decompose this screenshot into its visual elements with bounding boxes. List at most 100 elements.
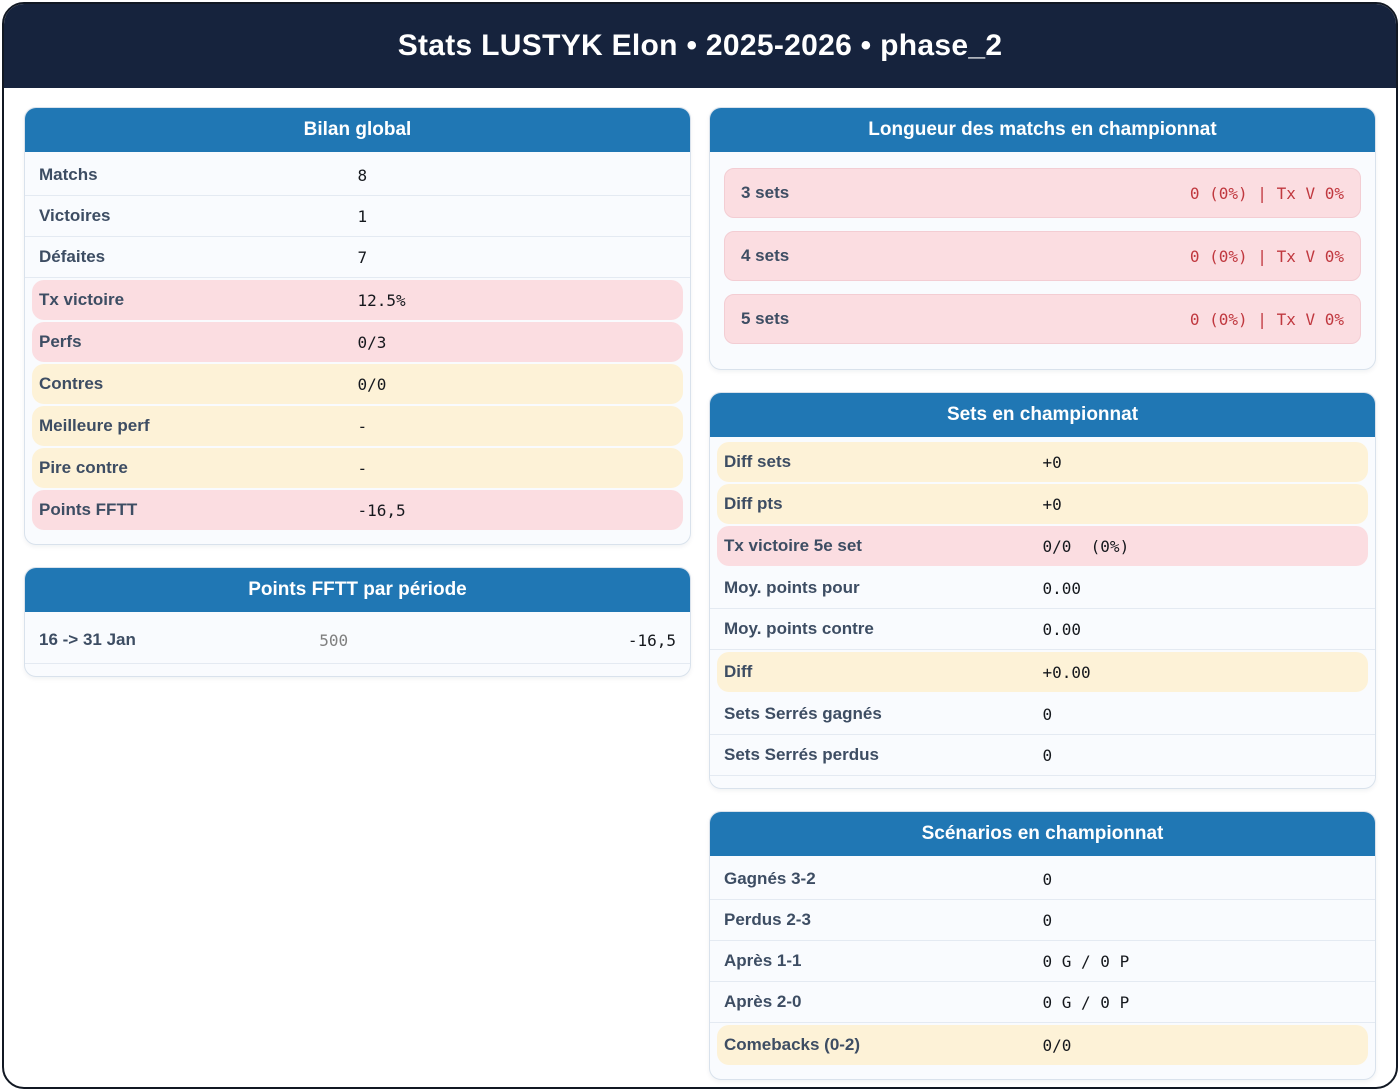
- stat-label: Meilleure perf: [39, 416, 150, 435]
- stat-row-pire-contre: Pire contre -: [32, 448, 683, 488]
- stat-row-sets-serres-gagnes: Sets Serrés gagnés 0: [710, 694, 1375, 735]
- stat-row-meilleure-perf: Meilleure perf -: [32, 406, 683, 446]
- stat-row-comebacks: Comebacks (0-2) 0/0: [717, 1025, 1368, 1065]
- stat-value: +0: [1042, 452, 1062, 472]
- stat-row-points-fftt: Points FFTT -16,5: [32, 490, 683, 530]
- bilan-rows: Matchs 8 Victoires 1 Défaites 7 Tx victo…: [25, 152, 690, 530]
- stat-value: -16,5: [357, 500, 406, 520]
- stat-value: 0/0 (0%): [1042, 536, 1130, 556]
- stat-row-apres-2-0: Après 2-0 0 G / 0 P: [710, 982, 1375, 1023]
- period-row: 16 -> 31 Jan 500 -16,5: [25, 618, 690, 664]
- pill-value: 0 (0%) | Tx V 0%: [1189, 246, 1344, 266]
- card-title-bilan: Bilan global: [25, 108, 690, 152]
- stat-value: 0.00: [1042, 578, 1082, 598]
- scenarios-rows: Gagnés 3-2 0 Perdus 2-3 0 Après 1-1 0 G …: [710, 856, 1375, 1065]
- card-title-sets: Sets en championnat: [710, 393, 1375, 437]
- stat-row-matchs: Matchs 8: [25, 155, 690, 196]
- stat-row-moy-points-pour: Moy. points pour 0.00: [710, 568, 1375, 609]
- app-header: Stats LUSTYK Elon • 2025-2026 • phase_2: [4, 4, 1396, 88]
- stat-value: 7: [357, 247, 368, 267]
- stat-row-tx-victoire-5e-set: Tx victoire 5e set 0/0 (0%): [717, 526, 1368, 566]
- stat-row-diff: Diff +0.00: [717, 652, 1368, 692]
- stat-label: Contres: [39, 374, 104, 393]
- stat-value: 1: [357, 206, 368, 226]
- stat-label: Perfs: [39, 332, 82, 351]
- card-title-scenarios: Scénarios en championnat: [710, 812, 1375, 856]
- stat-label: Après 2-0: [724, 992, 802, 1011]
- stat-label: Pire contre: [39, 458, 128, 477]
- stat-row-sets-serres-perdus: Sets Serrés perdus 0: [710, 735, 1375, 776]
- period-points: 500: [319, 630, 349, 650]
- stat-label: Tx victoire: [39, 290, 125, 309]
- stat-row-perfs: Perfs 0/3: [32, 322, 683, 362]
- stat-row-diff-pts: Diff pts +0: [717, 484, 1368, 524]
- stat-row-diff-sets: Diff sets +0: [717, 442, 1368, 482]
- card-bilan-global: Bilan global Matchs 8 Victoires 1 Défait…: [24, 107, 691, 545]
- stat-label: Sets Serrés perdus: [724, 745, 879, 764]
- stat-value: 8: [357, 165, 368, 185]
- stat-value: 0/0: [357, 374, 387, 394]
- stat-value: 0 G / 0 P: [1042, 992, 1130, 1012]
- pill-value: 0 (0%) | Tx V 0%: [1189, 309, 1344, 329]
- stat-value: 0: [1042, 704, 1053, 724]
- stat-value: +0: [1042, 494, 1062, 514]
- stat-label: Gagnés 3-2: [724, 869, 816, 888]
- stat-label: Matchs: [39, 165, 98, 184]
- stat-label: Points FFTT: [39, 500, 138, 519]
- stat-value: -: [357, 458, 368, 478]
- stat-value: 0: [1042, 910, 1053, 930]
- left-column: Bilan global Matchs 8 Victoires 1 Défait…: [24, 107, 691, 699]
- stat-label: Moy. points pour: [724, 578, 860, 597]
- card-title-periodes: Points FFTT par période: [25, 568, 690, 612]
- pill-label: 5 sets: [741, 309, 790, 328]
- periodes-rows: 16 -> 31 Jan 500 -16,5: [25, 612, 690, 664]
- card-title-longueur: Longueur des matchs en championnat: [710, 108, 1375, 152]
- stat-label: Perdus 2-3: [724, 910, 811, 929]
- stat-value: 0: [1042, 869, 1053, 889]
- stat-value: 0: [1042, 745, 1053, 765]
- stat-label: Sets Serrés gagnés: [724, 704, 882, 723]
- stat-label: Victoires: [39, 206, 111, 225]
- stat-row-victoires: Victoires 1: [25, 196, 690, 237]
- pill-value: 0 (0%) | Tx V 0%: [1189, 183, 1344, 203]
- stat-value: 0 G / 0 P: [1042, 951, 1130, 971]
- stat-label: Diff: [724, 662, 753, 681]
- card-sets-championnat: Sets en championnat Diff sets +0 Diff pt…: [709, 392, 1376, 789]
- pill-label: 4 sets: [741, 246, 790, 265]
- card-scenarios-championnat: Scénarios en championnat Gagnés 3-2 0 Pe…: [709, 811, 1376, 1080]
- card-longueur-matchs: Longueur des matchs en championnat 3 set…: [709, 107, 1376, 370]
- stat-label: Comebacks (0-2): [724, 1035, 861, 1054]
- stat-row-perdus-2-3: Perdus 2-3 0: [710, 900, 1375, 941]
- stat-value: 0/3: [357, 332, 387, 352]
- period-delta: -16,5: [627, 630, 676, 650]
- pill-row-4-sets: 4 sets 0 (0%) | Tx V 0%: [724, 231, 1361, 281]
- page-title: Stats LUSTYK Elon • 2025-2026 • phase_2: [397, 29, 1003, 62]
- stat-row-apres-1-1: Après 1-1 0 G / 0 P: [710, 941, 1375, 982]
- pill-row-5-sets: 5 sets 0 (0%) | Tx V 0%: [724, 294, 1361, 344]
- pill-label: 3 sets: [741, 183, 790, 202]
- stat-value: +0.00: [1042, 662, 1091, 682]
- stat-label: Moy. points contre: [724, 619, 874, 638]
- period-label: 16 -> 31 Jan: [39, 630, 136, 649]
- card-points-fftt-periode: Points FFTT par période 16 -> 31 Jan 500…: [24, 567, 691, 677]
- sets-rows: Diff sets +0 Diff pts +0 Tx victoire 5e …: [710, 437, 1375, 776]
- stat-label: Après 1-1: [724, 951, 802, 970]
- stat-row-defaites: Défaites 7: [25, 237, 690, 278]
- stat-value: -: [357, 416, 368, 436]
- longueur-rows: 3 sets 0 (0%) | Tx V 0% 4 sets 0 (0%) | …: [710, 152, 1375, 344]
- stat-row-gagnes-3-2: Gagnés 3-2 0: [710, 859, 1375, 900]
- right-column: Longueur des matchs en championnat 3 set…: [709, 107, 1376, 1087]
- stat-label: Diff pts: [724, 494, 783, 513]
- pill-row-3-sets: 3 sets 0 (0%) | Tx V 0%: [724, 168, 1361, 218]
- stat-value: 0.00: [1042, 619, 1082, 639]
- stat-value: 0/0: [1042, 1035, 1072, 1055]
- main-content: Bilan global Matchs 8 Victoires 1 Défait…: [4, 88, 1396, 1087]
- stat-label: Diff sets: [724, 452, 792, 471]
- stat-label: Tx victoire 5e set: [724, 536, 862, 555]
- stat-row-contres: Contres 0/0: [32, 364, 683, 404]
- stat-value: 12.5%: [357, 290, 406, 310]
- stat-label: Défaites: [39, 247, 106, 266]
- stat-row-moy-points-contre: Moy. points contre 0.00: [710, 609, 1375, 650]
- stat-row-tx-victoire: Tx victoire 12.5%: [32, 280, 683, 320]
